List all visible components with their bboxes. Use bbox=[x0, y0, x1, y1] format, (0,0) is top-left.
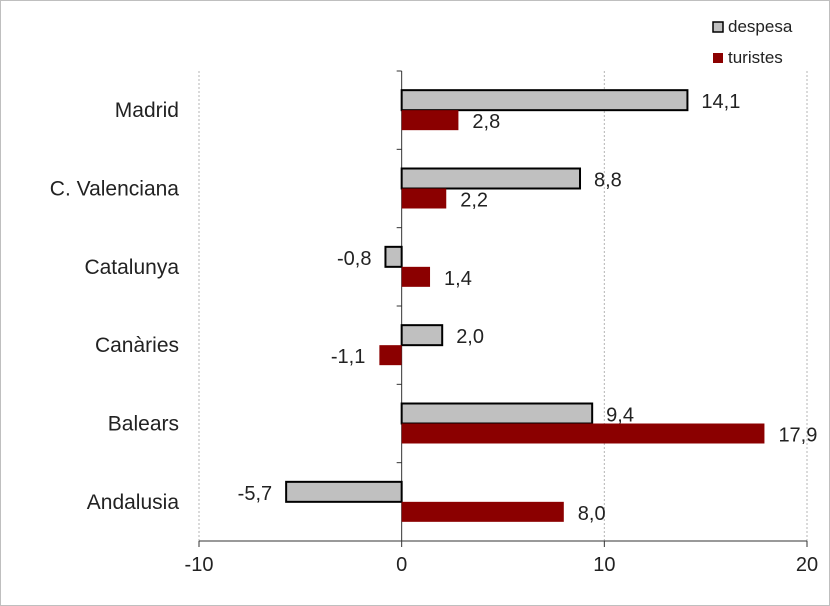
data-label-turistes: 17,9 bbox=[778, 425, 817, 447]
bar-despesa bbox=[400, 167, 582, 190]
category-label: Balears bbox=[108, 413, 179, 436]
legend-swatch-turistes bbox=[713, 53, 723, 63]
x-tick-label: -10 bbox=[185, 554, 214, 576]
category-label: Canàries bbox=[95, 334, 179, 357]
data-label-despesa: -5,7 bbox=[238, 483, 272, 505]
category-label: Madrid bbox=[115, 99, 179, 122]
legend-label-turistes: turistes bbox=[728, 48, 783, 67]
legend-label-despesa: despesa bbox=[728, 17, 793, 36]
category-label: C. Valenciana bbox=[50, 178, 180, 201]
x-tick-label: 20 bbox=[796, 554, 818, 576]
legend-swatch-despesa bbox=[712, 21, 724, 33]
data-label-despesa: 14,1 bbox=[701, 91, 740, 113]
data-label-despesa: 9,4 bbox=[606, 405, 634, 427]
data-label-turistes: 2,2 bbox=[460, 190, 488, 212]
data-label-turistes: -1,1 bbox=[331, 346, 365, 368]
bar-turistes bbox=[401, 188, 447, 209]
bar-turistes bbox=[401, 266, 431, 287]
x-tick-label: 0 bbox=[396, 554, 407, 576]
bar-turistes bbox=[379, 345, 402, 366]
bar-despesa bbox=[400, 402, 594, 425]
bar-despesa bbox=[384, 245, 403, 268]
category-label: Catalunya bbox=[84, 256, 179, 279]
category-label: Andalusia bbox=[87, 491, 180, 514]
bar-turistes bbox=[401, 423, 765, 444]
data-label-despesa: 2,0 bbox=[456, 326, 484, 348]
data-label-turistes: 8,0 bbox=[578, 503, 606, 525]
data-label-turistes: 2,8 bbox=[472, 111, 500, 133]
bar-turistes bbox=[401, 501, 564, 522]
bar-despesa bbox=[285, 480, 403, 503]
data-label-despesa: -0,8 bbox=[337, 248, 371, 270]
data-label-turistes: 1,4 bbox=[444, 268, 472, 290]
bar-despesa bbox=[400, 324, 444, 347]
bar-despesa bbox=[400, 89, 689, 112]
x-tick-label: 10 bbox=[593, 554, 615, 576]
data-label-despesa: 8,8 bbox=[594, 170, 622, 192]
bar-turistes bbox=[401, 110, 459, 131]
